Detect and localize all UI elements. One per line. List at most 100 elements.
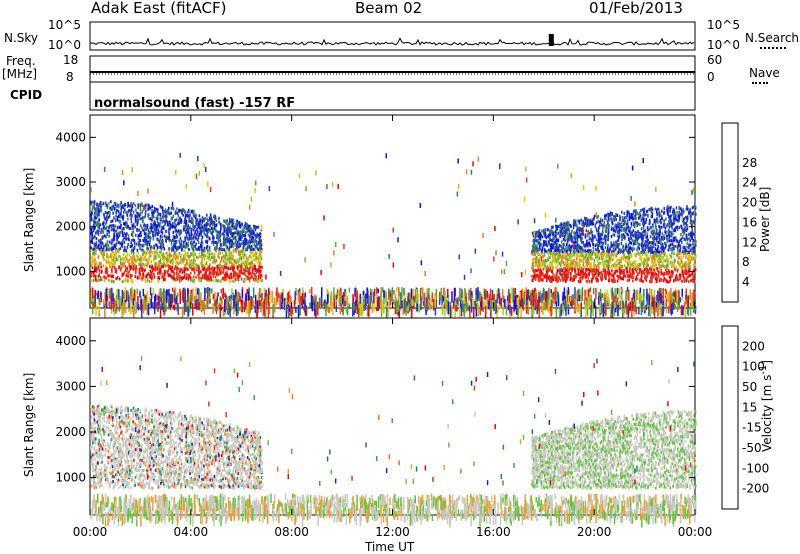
power-gs-cell bbox=[405, 301, 408, 316]
power-gs-cell bbox=[584, 304, 586, 310]
power-echo-cell bbox=[638, 271, 641, 275]
power-echo-cell bbox=[199, 229, 202, 233]
power-gs-cell bbox=[263, 298, 266, 308]
power-gs-cell bbox=[453, 288, 456, 301]
power-gs-cell bbox=[285, 304, 288, 319]
power-gs-cell bbox=[641, 294, 643, 304]
power-echo-cell bbox=[113, 202, 116, 206]
power-echo-cell bbox=[186, 266, 188, 270]
power-echo-cell bbox=[209, 217, 211, 221]
power-echo-cell bbox=[156, 237, 158, 241]
power-gs-cell bbox=[572, 298, 575, 306]
power-echo-cell bbox=[160, 265, 163, 269]
power-echo-cell bbox=[243, 272, 246, 276]
power-echo-cell bbox=[100, 251, 103, 255]
power-echo-cell bbox=[238, 224, 241, 228]
power-gs-cell bbox=[689, 302, 692, 316]
power-echo-cell bbox=[247, 240, 249, 244]
power-echo-cell bbox=[623, 216, 626, 220]
power-gs-cell bbox=[411, 306, 413, 320]
power-gs-cell bbox=[581, 295, 583, 301]
power-gs-cell bbox=[590, 305, 592, 319]
power-echo-cell bbox=[204, 239, 207, 243]
power-echo-cell bbox=[198, 220, 200, 224]
power-echo-cell bbox=[144, 242, 147, 246]
power-gs-cell bbox=[362, 302, 364, 316]
power-gs-cell bbox=[216, 296, 218, 304]
power-echo-cell bbox=[255, 271, 258, 274]
power-echo-cell bbox=[129, 276, 132, 280]
power-gs-cell bbox=[326, 301, 329, 308]
power-gs-cell bbox=[526, 303, 528, 314]
power-echo-cell bbox=[141, 269, 143, 272]
power-echo-cell bbox=[139, 238, 142, 242]
power-echo-cell bbox=[176, 268, 178, 272]
power-gs-cell bbox=[467, 301, 469, 307]
power-echo-cell bbox=[192, 246, 195, 250]
power-gs-cell bbox=[418, 303, 421, 313]
power-gs-cell bbox=[147, 303, 150, 316]
power-echo-cell bbox=[198, 272, 200, 276]
power-gs-cell bbox=[496, 289, 498, 294]
power-echo-cell bbox=[115, 249, 118, 253]
power-echo-cell bbox=[152, 237, 155, 241]
power-gs-cell bbox=[476, 291, 479, 301]
power-gs-cell bbox=[498, 293, 501, 305]
power-gs-cell bbox=[562, 292, 564, 299]
power-echo-cell bbox=[246, 226, 248, 230]
power-gs-cell bbox=[288, 306, 291, 312]
power-echo-cell bbox=[249, 276, 252, 280]
power-echo-cell bbox=[90, 230, 93, 234]
power-gs-cell bbox=[278, 294, 281, 307]
power-echo-cell bbox=[130, 240, 133, 244]
power-echo-cell bbox=[259, 265, 262, 269]
power-echo-cell bbox=[220, 227, 222, 231]
power-gs-cell bbox=[203, 302, 206, 315]
power-echo-cell bbox=[576, 231, 578, 235]
power-echo-cell bbox=[96, 202, 98, 206]
power-echo-cell bbox=[680, 233, 682, 237]
power-gs-cell bbox=[524, 292, 526, 304]
power-echo-cell bbox=[227, 257, 229, 261]
power-gs-cell bbox=[371, 300, 374, 313]
power-gs-cell bbox=[216, 301, 218, 312]
power-echo-cell bbox=[173, 278, 175, 282]
power-gs-cell bbox=[273, 301, 276, 313]
power-echo-cell bbox=[225, 221, 227, 225]
power-gs-cell bbox=[532, 306, 534, 315]
power-echo-cell bbox=[100, 262, 102, 266]
power-gs-cell bbox=[363, 301, 365, 311]
power-gs-cell bbox=[222, 289, 225, 299]
power-echo-cell bbox=[190, 264, 193, 268]
power-gs-cell bbox=[176, 304, 179, 312]
power-echo-cell bbox=[148, 243, 151, 246]
power-gs-cell bbox=[167, 293, 170, 301]
power-gs-cell bbox=[446, 299, 448, 311]
power-gs-cell bbox=[654, 296, 656, 306]
power-echo-cell bbox=[130, 265, 132, 269]
power-gs-cell bbox=[553, 291, 555, 299]
power-gs-cell bbox=[209, 299, 211, 304]
power-echo-cell bbox=[130, 208, 133, 212]
power-echo-cell bbox=[658, 224, 660, 228]
power-gs-cell bbox=[150, 293, 153, 299]
power-echo-cell bbox=[260, 269, 262, 273]
power-echo-cell bbox=[147, 240, 149, 244]
power-gs-cell bbox=[176, 295, 178, 305]
power-gs-cell bbox=[684, 306, 686, 320]
power-echo-cell bbox=[138, 262, 140, 266]
power-echo-cell bbox=[152, 267, 155, 271]
power-echo-cell bbox=[196, 264, 198, 268]
power-gs-cell bbox=[339, 297, 342, 310]
power-echo-cell bbox=[191, 267, 194, 271]
power-echo-cell bbox=[163, 259, 165, 263]
power-echo-cell bbox=[225, 243, 227, 247]
power-echo-cell bbox=[190, 237, 192, 241]
power-echo-cell bbox=[220, 278, 222, 282]
power-echo-cell bbox=[203, 218, 205, 222]
power-echo-cell bbox=[259, 250, 261, 254]
power-echo-cell bbox=[165, 230, 167, 233]
power-echo-cell bbox=[147, 234, 150, 238]
power-gs-cell bbox=[321, 303, 324, 309]
power-echo-cell bbox=[110, 226, 113, 229]
